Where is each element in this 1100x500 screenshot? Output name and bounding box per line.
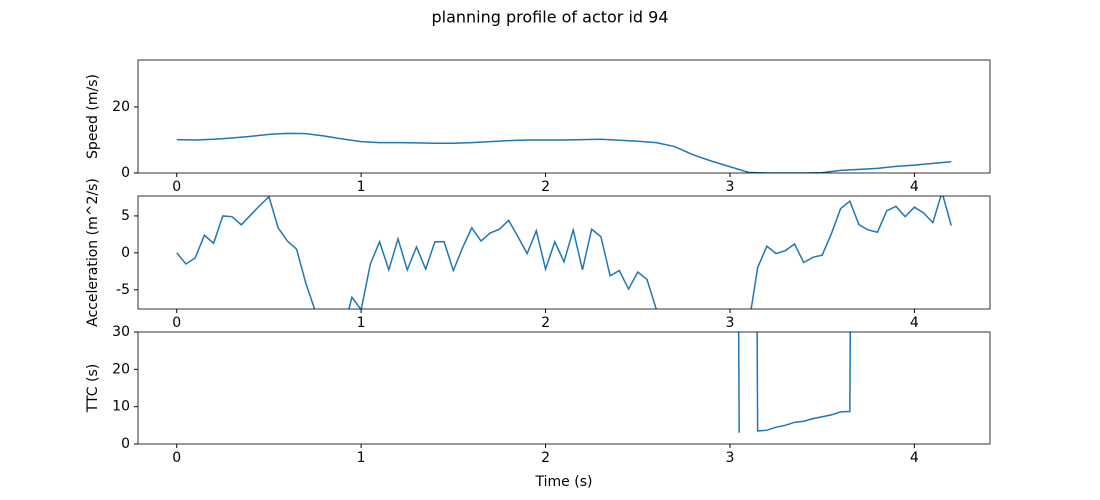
data-line: [176, 196, 952, 309]
x-tick-label: 3: [726, 315, 735, 331]
y-axis-label: Speed (m/s): [85, 74, 101, 159]
y-tick-label: 0: [121, 436, 130, 452]
x-tick-label: 0: [172, 179, 181, 195]
x-tick-label: 0: [172, 450, 181, 466]
x-tick-label: 0: [172, 315, 181, 331]
subplot: 0 20 0 1 2 3 4 Speed (m/s): [85, 59, 991, 195]
x-tick-label: 1: [357, 450, 366, 466]
x-tick-label: 2: [541, 179, 550, 195]
x-tick-label: 3: [726, 450, 735, 466]
y-tick-label: -5: [116, 282, 130, 298]
subplot: 0 10 20 30 0 1 2 3 4 TTC (s) Time (s): [85, 324, 991, 490]
data-line: [176, 132, 952, 173]
x-tick-label: 4: [910, 179, 919, 195]
x-tick-label: 2: [541, 450, 550, 466]
y-tick-label: 5: [121, 208, 130, 224]
x-tick-label: 1: [357, 315, 366, 331]
data-line: [737, 332, 852, 433]
y-tick-label: 0: [121, 165, 130, 181]
x-tick-label: 4: [910, 315, 919, 331]
y-tick-label: 20: [112, 361, 130, 377]
subplot: -5 0 5 0 1 2 3 4 Acceleration (m^2/s): [85, 178, 991, 331]
x-tick-label: 4: [910, 450, 919, 466]
y-tick-label: 30: [112, 324, 130, 340]
x-tick-label: 2: [541, 315, 550, 331]
y-tick-label: 20: [112, 99, 130, 115]
x-axis-label: Time (s): [535, 474, 593, 490]
axes-frame: [137, 331, 991, 445]
y-axis-label: Acceleration (m^2/s): [85, 178, 101, 327]
figure-title: planning profile of actor id 94: [431, 8, 668, 27]
axes-frame: [137, 195, 991, 310]
x-tick-label: 3: [726, 179, 735, 195]
y-tick-label: 0: [121, 245, 130, 261]
x-tick-label: 1: [357, 179, 366, 195]
y-tick-label: 10: [112, 399, 130, 415]
y-axis-label: TTC (s): [85, 364, 101, 413]
axes-frame: [137, 59, 991, 174]
